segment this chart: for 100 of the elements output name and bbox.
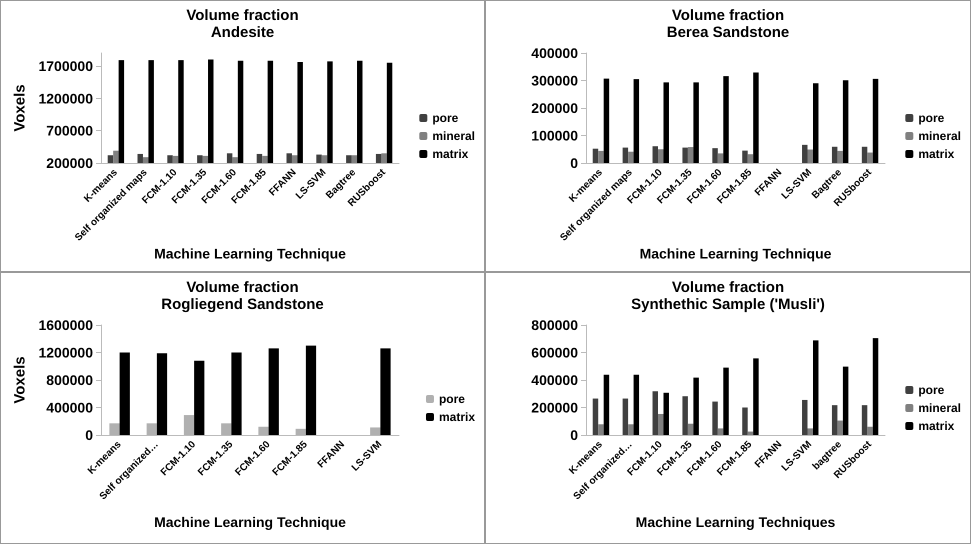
- y-tick-label: 400000: [531, 372, 578, 388]
- bar: [120, 352, 130, 435]
- y-tick-label: 800000: [531, 317, 578, 333]
- bar: [748, 432, 754, 435]
- bar: [652, 146, 658, 163]
- bar: [872, 78, 878, 163]
- bar: [622, 148, 628, 163]
- y-tick-label: 300000: [531, 72, 578, 88]
- bar: [837, 150, 843, 163]
- bar: [682, 148, 688, 163]
- y-tick-label: 700000: [46, 122, 94, 139]
- legend-label: mineral: [432, 129, 475, 143]
- bar: [634, 79, 640, 163]
- bar: [862, 146, 868, 163]
- legend-label: pore: [918, 111, 945, 125]
- bar: [231, 352, 242, 435]
- bar: [592, 398, 598, 435]
- bar: [742, 408, 748, 435]
- bar: [592, 148, 598, 163]
- bar: [628, 424, 634, 435]
- y-axis-title: Voxels: [12, 356, 29, 404]
- bar: [802, 400, 808, 435]
- bar: [663, 392, 669, 435]
- bar: [688, 147, 694, 163]
- bar: [682, 396, 688, 435]
- chart-title: Volume fraction: [672, 7, 784, 24]
- bar: [712, 148, 718, 163]
- y-tick-label: 1200000: [38, 90, 94, 106]
- bar: [812, 83, 818, 163]
- bar: [718, 153, 724, 163]
- x-axis-title: Machine Learning Technique: [640, 245, 832, 262]
- bar: [604, 78, 610, 163]
- legend-label: matrix: [918, 419, 955, 433]
- chart-subtitle: Andesite: [210, 24, 274, 41]
- bar: [604, 374, 610, 435]
- bar: [842, 366, 848, 435]
- bar: [748, 154, 754, 163]
- y-tick-label: 600000: [531, 344, 578, 360]
- bar: [842, 80, 848, 163]
- y-tick-label: 1700000: [38, 58, 94, 74]
- legend-label: pore: [918, 383, 945, 397]
- bar: [753, 358, 759, 435]
- bar: [693, 82, 699, 163]
- bar: [723, 368, 729, 435]
- bar: [872, 338, 878, 435]
- bar: [194, 360, 204, 435]
- y-tick-label: 200000: [531, 100, 578, 116]
- bar: [688, 424, 694, 435]
- y-tick-label: 0: [570, 155, 578, 171]
- legend-label: mineral: [918, 129, 961, 143]
- bar: [832, 405, 838, 435]
- bar: [802, 144, 808, 163]
- bar: [742, 150, 748, 163]
- bar: [628, 152, 634, 163]
- bar: [712, 402, 718, 435]
- bar: [693, 378, 699, 435]
- y-tick-label: 400000: [46, 400, 94, 416]
- bar: [718, 428, 724, 435]
- bar: [663, 82, 669, 163]
- bar: [812, 340, 818, 435]
- bar: [598, 150, 604, 163]
- bar: [867, 152, 873, 163]
- bar: [723, 76, 729, 163]
- legend-label: mineral: [918, 401, 961, 415]
- bar: [622, 398, 628, 435]
- bar: [832, 146, 838, 163]
- legend-label: pore: [438, 392, 466, 406]
- chart-subtitle: Berea Sandstone: [666, 24, 790, 41]
- bar: [268, 348, 279, 435]
- legend-label: matrix: [432, 147, 469, 161]
- legend-label: matrix: [438, 410, 476, 424]
- bar: [808, 428, 813, 435]
- chart-title: Volume fraction: [186, 279, 299, 296]
- y-tick-label: 200000: [46, 155, 94, 171]
- bar: [658, 414, 664, 435]
- y-axis-title: Voxels: [12, 84, 29, 132]
- chart-subtitle: Rogliegend Sandstone: [161, 296, 324, 313]
- y-tick-label: 1200000: [38, 344, 94, 360]
- bar: [156, 353, 168, 435]
- chart-title: Volume fraction: [672, 279, 784, 296]
- y-tick-label: 100000: [531, 128, 578, 144]
- bar: [380, 348, 391, 435]
- y-tick-label: 400000: [531, 45, 578, 61]
- bar: [808, 150, 813, 163]
- y-tick-label: 800000: [46, 372, 94, 388]
- legend-label: matrix: [918, 147, 955, 161]
- bar: [867, 426, 873, 435]
- bar: [652, 391, 658, 435]
- chart-title: Volume fraction: [186, 7, 299, 24]
- chart-subtitle: Synthethic Sample ('Musli'): [631, 296, 825, 313]
- bar: [634, 374, 640, 435]
- legend-label: pore: [432, 111, 459, 125]
- bar: [306, 346, 316, 435]
- x-axis-title: Machine Learning Techniques: [636, 514, 836, 530]
- x-axis-title: Machine Learning Technique: [154, 514, 346, 530]
- bar: [837, 420, 843, 435]
- bar: [658, 149, 664, 163]
- bar: [862, 405, 868, 435]
- y-tick-label: 0: [85, 427, 94, 443]
- y-tick-label: 200000: [531, 400, 578, 416]
